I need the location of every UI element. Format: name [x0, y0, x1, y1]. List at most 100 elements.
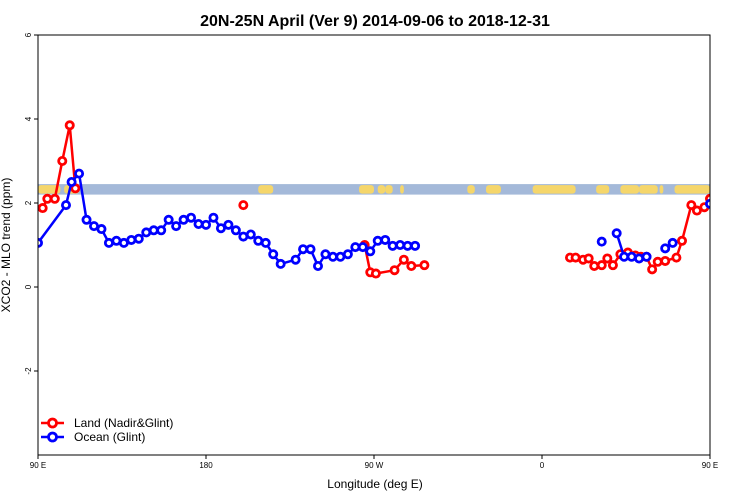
data-point	[736, 223, 743, 230]
data-point	[634, 253, 645, 264]
data-point	[602, 253, 613, 264]
land-patch	[532, 185, 576, 194]
y-tick-label: 0	[24, 284, 33, 289]
x-tick-label: 90 W	[365, 461, 384, 470]
land-patch	[385, 185, 393, 194]
x-tick-label: 90 E	[702, 461, 718, 470]
data-point	[49, 193, 60, 204]
land-patch	[710, 185, 732, 194]
data-point	[660, 255, 671, 266]
data-point	[589, 260, 600, 271]
data-point	[398, 254, 409, 265]
data-point	[607, 260, 618, 271]
y-tick-label: 6	[24, 32, 33, 37]
land-patch	[620, 185, 640, 194]
data-point	[305, 244, 316, 255]
chart-title: 20N-25N April (Ver 9) 2014-09-06 to 2018…	[200, 13, 550, 30]
data-point	[186, 212, 197, 223]
data-point	[171, 221, 182, 232]
data-point	[230, 225, 241, 236]
land-patch	[639, 185, 658, 194]
data-point	[380, 234, 391, 245]
data-point	[64, 120, 75, 131]
land-patch	[359, 185, 374, 194]
data-point	[734, 187, 741, 194]
data-point	[126, 234, 137, 245]
data-point	[714, 195, 721, 202]
data-point	[370, 268, 381, 279]
data-point	[686, 200, 697, 211]
y-tick-label: 2	[24, 200, 33, 205]
data-point	[705, 198, 710, 209]
land-patch	[38, 185, 61, 194]
series-ocean	[38, 168, 750, 271]
x-tick-label: 0	[540, 461, 545, 470]
data-point	[395, 239, 406, 250]
data-point	[74, 168, 85, 179]
land-patch	[258, 185, 274, 194]
data-point	[583, 253, 594, 264]
data-point	[215, 223, 226, 234]
data-point	[611, 228, 622, 239]
data-point	[81, 214, 92, 225]
y-tick-label: 4	[24, 116, 33, 121]
data-point	[342, 249, 353, 260]
land-patch	[467, 185, 475, 194]
land-band	[38, 184, 732, 195]
data-point	[365, 246, 376, 257]
data-point	[66, 176, 77, 187]
land-patch	[659, 185, 664, 194]
data-point	[372, 235, 383, 246]
data-point	[596, 260, 607, 271]
data-point	[744, 225, 750, 232]
legend-item-land: Land (Nadir&Glint)	[41, 416, 173, 430]
land-patch	[400, 185, 404, 194]
legend-swatch-marker-ocean	[47, 431, 58, 443]
data-point	[238, 200, 249, 211]
series-line-segment	[570, 197, 710, 271]
data-point	[200, 219, 211, 230]
data-point	[727, 122, 734, 129]
legend-item-ocean: Ocean (Glint)	[41, 430, 145, 444]
data-point	[223, 219, 234, 230]
plot-area	[38, 120, 750, 279]
data-point	[163, 214, 174, 225]
x-tick-label: 180	[199, 461, 213, 470]
land-patch	[596, 185, 610, 194]
data-point	[660, 243, 671, 254]
data-point	[96, 224, 107, 235]
data-point	[389, 265, 400, 276]
data-point	[245, 229, 256, 240]
data-point	[208, 212, 219, 223]
data-point	[721, 170, 728, 177]
y-axis-label: XCO2 - MLO trend (ppm)	[0, 178, 13, 313]
data-point	[133, 233, 144, 244]
data-point	[719, 157, 726, 164]
data-point	[260, 237, 271, 248]
data-point	[406, 260, 417, 271]
data-point	[290, 254, 301, 265]
data-point	[652, 256, 663, 267]
data-point	[38, 203, 48, 214]
land-patch	[674, 185, 710, 194]
data-point	[671, 252, 682, 263]
series-land	[38, 120, 741, 279]
data-point	[667, 237, 678, 248]
data-point	[57, 155, 68, 166]
data-point	[312, 260, 323, 271]
legend-swatch-marker-land	[47, 417, 58, 429]
x-axis: 90 E 180 90 W 0 90 E	[30, 455, 718, 470]
data-point	[419, 260, 430, 271]
data-point	[729, 216, 736, 223]
data-point	[61, 200, 72, 211]
data-point	[596, 236, 607, 247]
legend: Land (Nadir&Glint) Ocean (Glint)	[41, 416, 173, 444]
legend-label-land: Land (Nadir&Glint)	[74, 416, 173, 430]
data-point	[410, 240, 421, 251]
data-point	[647, 264, 658, 275]
data-point	[677, 235, 688, 246]
legend-label-ocean: Ocean (Glint)	[74, 430, 145, 444]
data-point	[357, 242, 368, 253]
series-line-segment	[708, 199, 710, 204]
y-tick-label: -2	[24, 367, 33, 375]
